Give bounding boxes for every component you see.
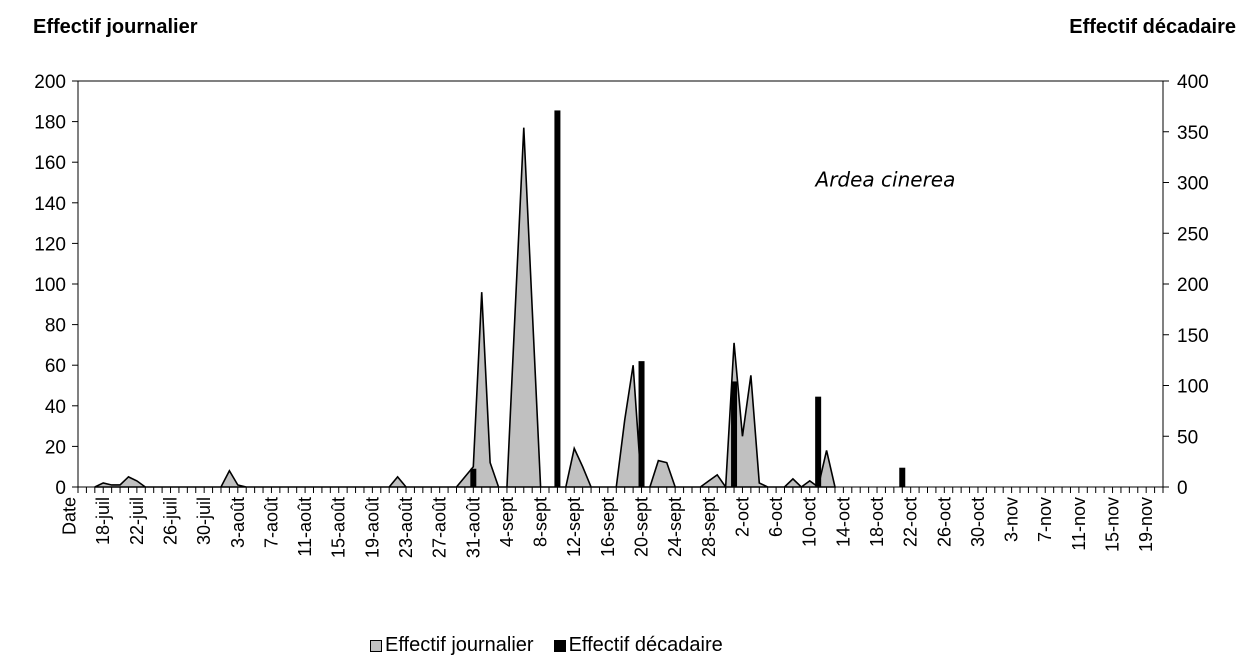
x-tick-label: 20-sept xyxy=(632,497,652,557)
x-tick-label: 7-août xyxy=(261,497,281,548)
x-tick-label: Date xyxy=(60,497,80,535)
x-tick-label: 11-août xyxy=(295,497,315,557)
y-tick-label-right: 200 xyxy=(1177,275,1209,296)
chart-canvas: 0 20 40 60 80 100 120 140 160 180 200 0 50 100 150 200 2… xyxy=(34,72,1209,558)
y-tick-label-left: 0 xyxy=(55,478,66,499)
x-tick-label: 14-oct xyxy=(833,497,853,547)
x-tick-label: 31-août xyxy=(463,497,483,558)
x-tick-label: 19-nov xyxy=(1136,497,1156,552)
y-tick-label-right: 150 xyxy=(1177,326,1209,347)
x-tick-label: 3-nov xyxy=(1002,497,1022,542)
bar-decadal xyxy=(554,110,561,487)
y-tick-label-left: 140 xyxy=(34,194,66,215)
bar-decadal xyxy=(815,396,822,487)
bar-decadal xyxy=(899,467,906,487)
x-tick-label: 4-sept xyxy=(497,497,517,547)
y-tick-label-right: 250 xyxy=(1177,224,1209,245)
x-tick-label: 24-sept xyxy=(665,497,685,557)
bar-decadal xyxy=(470,468,477,487)
annotation-species: Ardea cinerea xyxy=(814,168,956,192)
area-series-daily xyxy=(94,127,836,490)
y-tick-label-right: 400 xyxy=(1177,72,1209,93)
x-tick-label: 15-août xyxy=(329,497,349,558)
y-tick-label-left: 60 xyxy=(45,356,66,377)
x-tick-label: 23-août xyxy=(396,497,416,558)
x-tick-label: 26-juil xyxy=(161,497,181,545)
x-tick-label: 18-juil xyxy=(93,497,113,545)
legend-item-daily: Effectif journalier xyxy=(370,634,534,657)
plot-frame xyxy=(77,80,1164,488)
y-tick-label-left: 180 xyxy=(34,113,66,134)
legend-label-daily: Effectif journalier xyxy=(385,634,534,656)
y-tick-label-right: 350 xyxy=(1177,123,1209,144)
bar-decadal xyxy=(731,381,738,487)
x-tick-label: 26-oct xyxy=(934,497,954,547)
x-tick-label: 11-nov xyxy=(1069,497,1089,551)
y-tick-label-left: 120 xyxy=(34,234,66,255)
x-tick-label: 27-août xyxy=(430,497,450,558)
y-tick-label-left: 100 xyxy=(34,275,66,296)
x-tick-label: 2-oct xyxy=(732,497,752,537)
x-tick-label: 16-sept xyxy=(598,497,618,557)
x-tick-label: 12-sept xyxy=(564,497,584,557)
legend-label-decadal: Effectif décadaire xyxy=(568,634,723,656)
x-tick-label: 30-oct xyxy=(968,497,988,547)
x-tick-label: 30-juil xyxy=(194,497,214,545)
x-tick-label: 19-août xyxy=(362,497,382,558)
x-tick-label: 7-nov xyxy=(1035,497,1055,542)
x-tick-label: 10-oct xyxy=(800,497,820,547)
x-tick-label: 22-juil xyxy=(127,497,147,545)
y-tick-label-left: 160 xyxy=(34,153,66,174)
legend-swatch-decadal xyxy=(553,639,566,652)
y-tick-label-right: 50 xyxy=(1177,427,1198,448)
y-tick-label-right: 300 xyxy=(1177,174,1209,195)
bar-decadal xyxy=(638,361,645,487)
legend-item-decadal: Effectif décadaire xyxy=(553,634,723,657)
legend: Effectif journalier Effectif décadaire xyxy=(370,634,723,657)
y-tick-label-right: 0 xyxy=(1177,478,1188,499)
x-tick-label: 22-oct xyxy=(901,497,921,547)
x-tick-label: 15-nov xyxy=(1103,497,1123,552)
y-axis-title-left: Effectif journalier xyxy=(33,16,198,38)
legend-swatch-daily xyxy=(370,639,382,652)
y-axis-title-right: Effectif décadaire xyxy=(1069,16,1236,38)
x-tick-label: 8-sept xyxy=(531,497,551,547)
y-tick-label-right: 100 xyxy=(1177,377,1209,398)
y-tick-label-left: 40 xyxy=(45,397,66,418)
x-tick-label: 3-août xyxy=(228,497,248,548)
x-tick-label: 28-sept xyxy=(699,497,719,557)
y-tick-label-left: 200 xyxy=(34,72,66,93)
x-tick-label: 18-oct xyxy=(867,497,887,547)
y-tick-label-left: 20 xyxy=(45,437,66,458)
y-tick-label-left: 80 xyxy=(45,316,66,337)
x-tick-label: 6-oct xyxy=(766,497,786,537)
